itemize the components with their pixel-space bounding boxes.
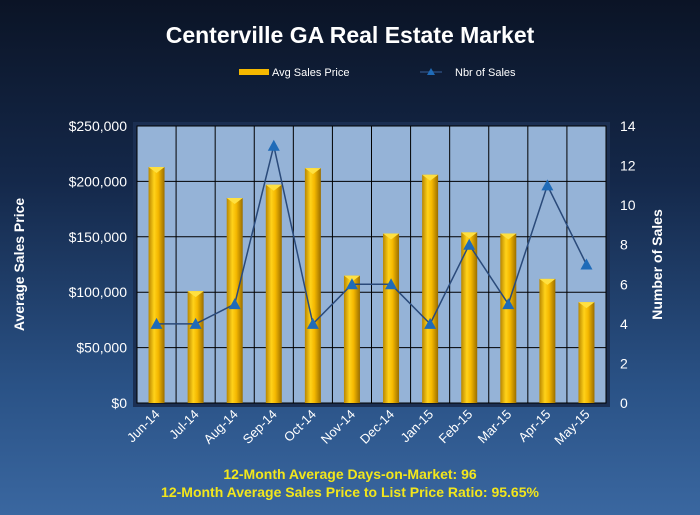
sales-marker (541, 179, 554, 191)
sales-marker (150, 317, 163, 329)
bar (187, 291, 204, 403)
x-tick-label: Nov-14 (318, 407, 358, 447)
bar (422, 174, 439, 403)
x-tick-label: Jul-14 (166, 407, 202, 443)
sales-marker (385, 278, 398, 290)
sales-marker (306, 317, 319, 329)
y2-tick-label: 6 (620, 276, 628, 292)
sales-marker (228, 298, 241, 310)
bar (539, 278, 556, 403)
sales-marker (580, 258, 593, 270)
bar (343, 275, 360, 403)
bar-cap (422, 174, 439, 181)
y-tick-label: $50,000 (76, 340, 127, 356)
bar (148, 166, 165, 403)
y-tick-label: $150,000 (69, 229, 128, 245)
x-tick-label: Sep-14 (240, 407, 280, 447)
bar (500, 233, 517, 403)
bar (304, 168, 321, 403)
y2-tick-label: 10 (620, 197, 636, 213)
x-tick-label: Mar-15 (475, 407, 515, 447)
y2-tick-label: 8 (620, 237, 628, 253)
bar-cap (187, 291, 204, 298)
sales-marker (502, 298, 515, 310)
footer-price-ratio: 12-Month Average Sales Price to List Pri… (161, 484, 539, 500)
x-tick-label: Aug-14 (201, 407, 241, 447)
chart-title: Centerville GA Real Estate Market (165, 22, 535, 48)
sales-marker (267, 139, 280, 151)
bar (461, 232, 478, 403)
y-tick-label: $200,000 (69, 173, 128, 189)
x-tick-label: May-15 (551, 407, 592, 448)
bar-cap (383, 233, 400, 240)
y-tick-label: $0 (111, 395, 127, 411)
x-tick-label: Jun-14 (124, 407, 163, 446)
legend-label-avg-sales-price: Avg Sales Price (272, 67, 349, 79)
bar-cap (304, 168, 321, 175)
y2-tick-label: 2 (620, 355, 628, 371)
y-tick-label: $250,000 (69, 118, 128, 134)
sales-marker (189, 317, 202, 329)
x-tick-label: Oct-14 (281, 407, 319, 445)
bar (578, 302, 595, 403)
x-tick-label: Jan-15 (398, 407, 437, 446)
sales-marker (345, 278, 358, 290)
legend-bar-swatch (239, 69, 269, 75)
legend-label-nbr-of-sales: Nbr of Sales (455, 67, 516, 79)
y-axis-label: Average Sales Price (11, 198, 27, 332)
bar-cap (461, 232, 478, 239)
sales-marker (424, 317, 437, 329)
bar (383, 233, 400, 403)
x-tick-label: Feb-15 (436, 407, 476, 447)
y2-tick-label: 14 (620, 118, 636, 134)
bar-cap (148, 166, 165, 173)
y2-tick-label: 4 (620, 316, 628, 332)
bar-cap (226, 198, 243, 205)
bar-cap (265, 184, 282, 191)
y-tick-label: $100,000 (69, 284, 128, 300)
sales-line (156, 145, 588, 326)
x-tick-label: Apr-15 (515, 407, 553, 445)
bar (265, 184, 282, 403)
bar-cap (500, 233, 517, 240)
sales-marker (463, 238, 476, 250)
bar-cap (578, 302, 595, 309)
bar-cap (539, 278, 556, 285)
y2-tick-label: 0 (620, 395, 628, 411)
y2-axis-label: Number of Sales (649, 209, 665, 320)
x-tick-label: Dec-14 (357, 407, 397, 447)
legend-marker (427, 68, 435, 75)
y2-tick-label: 12 (620, 158, 636, 174)
footer-days-on-market: 12-Month Average Days-on-Market: 96 (223, 466, 477, 482)
